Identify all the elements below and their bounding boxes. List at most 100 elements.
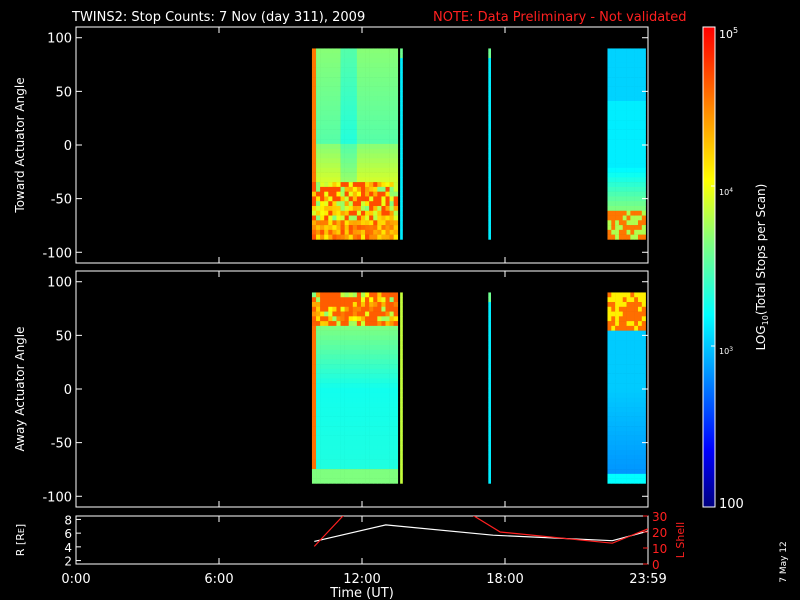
away-heatmap-cell [332, 402, 337, 408]
toward-heatmap-cell [618, 167, 624, 173]
toward-heatmap-cell [611, 139, 616, 145]
toward-heatmap-cell [365, 105, 370, 111]
away-heatmap-cell [340, 311, 345, 317]
away-heatmap-cell [634, 378, 639, 384]
toward-heatmap-cell [607, 120, 612, 126]
toward-heatmap-cell [389, 215, 394, 221]
away-heatmap-cell [336, 411, 341, 417]
toward-heatmap-cell [634, 143, 639, 149]
toward-heatmap-cell [381, 91, 386, 97]
toward-heatmap-cell [611, 205, 616, 212]
toward-heatmap-cell [488, 124, 491, 130]
toward-heatmap-cell [369, 86, 374, 92]
away-heatmap-cell [626, 354, 631, 360]
away-heatmap-cell [389, 316, 394, 322]
toward-heatmap-cell [488, 201, 491, 207]
toward-heatmap-cell [316, 134, 321, 140]
toward-heatmap-cell [400, 77, 403, 83]
toward-heatmap-cell [389, 58, 394, 64]
toward-heatmap-cell [400, 205, 403, 212]
away-heatmap-cell [626, 292, 631, 298]
away-heatmap-cell [316, 340, 321, 346]
toward-heatmap-cell [340, 77, 345, 83]
away-heatmap-cell [336, 416, 341, 422]
toward-heatmap-cell [385, 67, 390, 73]
toward-heatmap-cell [385, 110, 390, 116]
toward-heatmap-cell [348, 167, 354, 173]
toward-heatmap-cell [622, 143, 627, 149]
away-heatmap-cell [634, 397, 639, 403]
away-heatmap-cell [377, 407, 382, 413]
toward-heatmap-cell [360, 182, 366, 188]
away-heatmap-cell [385, 411, 390, 417]
away-heatmap-cell [348, 297, 354, 303]
away-heatmap-cell [320, 397, 325, 403]
away-heatmap-cell [607, 454, 612, 460]
away-heatmap-cell [634, 473, 639, 479]
away-heatmap-cell [626, 321, 631, 327]
away-heatmap-cell [381, 445, 386, 451]
away-heatmap-cell [634, 383, 639, 389]
away-heatmap-cell [381, 349, 386, 355]
toward-heatmap-cell [369, 220, 374, 226]
toward-heatmap-cell [381, 96, 386, 102]
toward-heatmap-cell [311, 67, 317, 73]
away-heatmap-cell [373, 349, 378, 355]
away-heatmap-cell [641, 421, 646, 427]
toward-heatmap-cell [611, 124, 616, 130]
away-heatmap-cell [615, 368, 620, 374]
toward-heatmap-cell [607, 91, 612, 97]
away-heatmap-cell [336, 383, 341, 389]
away-heatmap-cell [365, 435, 370, 441]
away-heatmap-cell [348, 445, 354, 451]
away-heatmap-cell [316, 325, 321, 331]
toward-heatmap-cell [340, 205, 345, 212]
toward-heatmap-cell [622, 210, 627, 216]
away-heatmap-cell [611, 330, 616, 336]
away-heatmap-cell [615, 292, 620, 298]
toward-heatmap-cell [336, 110, 341, 116]
toward-heatmap-cell [488, 134, 491, 140]
toward-heatmap-cell [641, 177, 646, 183]
away-heatmap-cell [488, 411, 491, 417]
toward-heatmap-cell [360, 120, 366, 126]
away-heatmap-cell [377, 335, 382, 341]
away-heatmap-cell [377, 445, 382, 451]
away-heatmap-cell [360, 383, 366, 389]
away-heatmap-cell [356, 440, 362, 446]
toward-heatmap-cell [630, 58, 635, 64]
away-heatmap-cell [356, 430, 362, 436]
away-heatmap-cell [389, 373, 394, 379]
toward-heatmap-cell [373, 215, 378, 221]
toward-heatmap-cell [641, 62, 646, 68]
toward-heatmap-cell [352, 134, 358, 140]
away-heatmap-cell [377, 430, 382, 436]
y-tick-label: 0 [64, 383, 72, 398]
away-heatmap-cell [626, 306, 631, 312]
toward-heatmap-cell [389, 153, 394, 159]
toward-heatmap-cell [389, 48, 394, 54]
toward-heatmap-cell [641, 81, 646, 87]
away-heatmap-cell [626, 454, 631, 460]
away-heatmap-cell [385, 449, 390, 456]
away-heatmap-cell [377, 302, 382, 308]
toward-heatmap-cell [615, 62, 620, 68]
toward-heatmap-cell [324, 58, 329, 64]
toward-heatmap-cell [637, 110, 643, 116]
toward-heatmap-cell [641, 220, 646, 226]
toward-heatmap-cell [377, 67, 382, 73]
toward-heatmap-cell [488, 81, 491, 87]
away-heatmap-cell [381, 435, 386, 441]
toward-heatmap-cell [377, 72, 382, 78]
away-heatmap-cell [630, 316, 635, 322]
away-heatmap-cell [328, 311, 333, 317]
away-heatmap-cell [340, 378, 345, 384]
toward-heatmap-cell [360, 220, 366, 226]
away-heatmap-cell [377, 473, 382, 479]
toward-heatmap-cell [316, 191, 321, 197]
toward-heatmap-cell [615, 225, 620, 231]
colorbar-tick-mid: 104 [719, 187, 733, 197]
toward-heatmap-cell [615, 72, 620, 78]
toward-heatmap-cell [630, 86, 635, 92]
away-heatmap-cell [328, 330, 333, 336]
